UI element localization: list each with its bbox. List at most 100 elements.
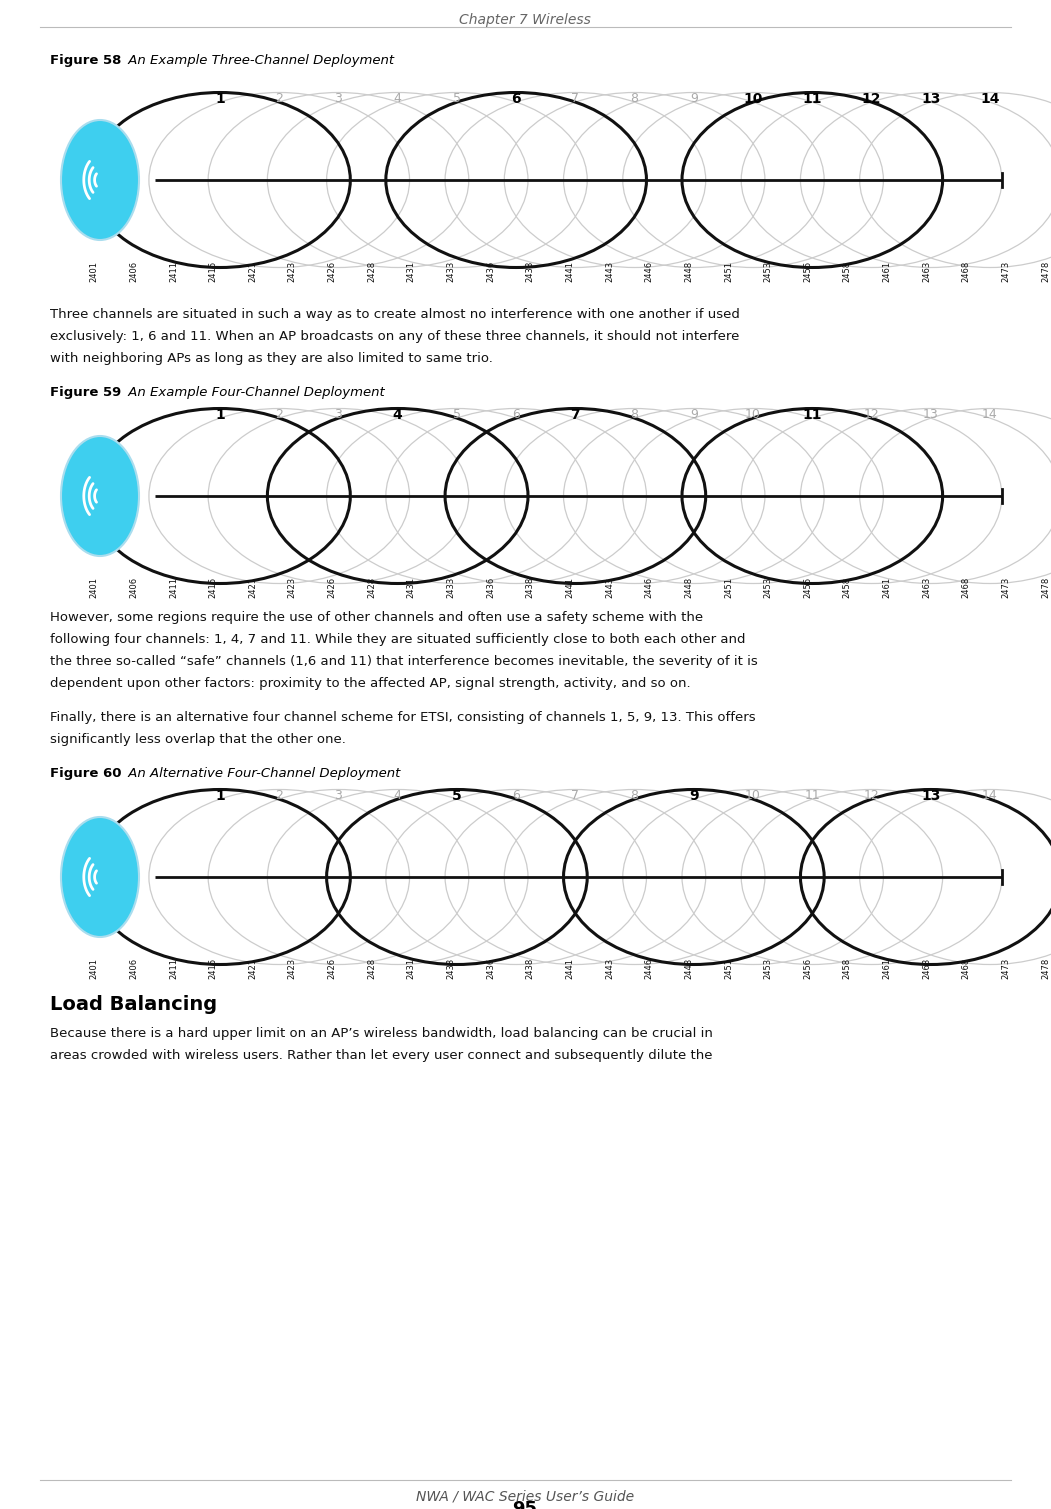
Text: 2: 2 <box>275 92 283 106</box>
Text: 2438: 2438 <box>526 261 535 282</box>
Text: 7: 7 <box>572 92 579 106</box>
Text: Load Balancing: Load Balancing <box>50 994 218 1014</box>
Text: Because there is a hard upper limit on an AP’s wireless bandwidth, load balancin: Because there is a hard upper limit on a… <box>50 1028 713 1040</box>
Text: 1: 1 <box>215 407 225 423</box>
Text: 2406: 2406 <box>129 576 139 598</box>
Text: 2473: 2473 <box>1002 261 1010 282</box>
Text: 2468: 2468 <box>962 576 971 598</box>
Text: 2461: 2461 <box>883 958 891 979</box>
Text: 8: 8 <box>631 407 639 421</box>
Text: 2441: 2441 <box>565 261 574 282</box>
Text: 2433: 2433 <box>447 261 455 282</box>
Text: 95: 95 <box>513 1500 537 1509</box>
Text: 2411: 2411 <box>169 261 178 282</box>
Text: significantly less overlap that the other one.: significantly less overlap that the othe… <box>50 733 346 745</box>
Text: 14: 14 <box>982 407 997 421</box>
Text: 2431: 2431 <box>407 576 416 598</box>
Text: An Example Three-Channel Deployment: An Example Three-Channel Deployment <box>124 54 394 66</box>
Text: dependent upon other factors: proximity to the affected AP, signal strength, act: dependent upon other factors: proximity … <box>50 678 691 690</box>
Text: 6: 6 <box>512 407 520 421</box>
Text: 2478: 2478 <box>1042 261 1050 282</box>
Text: 2463: 2463 <box>922 261 931 282</box>
Text: 2426: 2426 <box>328 958 336 979</box>
Text: 12: 12 <box>864 407 880 421</box>
Text: 2463: 2463 <box>922 576 931 598</box>
Ellipse shape <box>61 121 139 240</box>
Text: 13: 13 <box>923 407 939 421</box>
Text: 2431: 2431 <box>407 261 416 282</box>
Text: 4: 4 <box>393 407 403 423</box>
Text: 2448: 2448 <box>684 576 694 598</box>
Text: 11: 11 <box>803 407 822 423</box>
Text: 2436: 2436 <box>486 261 495 282</box>
Text: 3: 3 <box>334 789 343 801</box>
Text: 7: 7 <box>571 407 580 423</box>
Text: 2453: 2453 <box>764 958 772 979</box>
Text: An Example Four-Channel Deployment: An Example Four-Channel Deployment <box>124 386 385 398</box>
Text: 2463: 2463 <box>922 958 931 979</box>
Text: Chapter 7 Wireless: Chapter 7 Wireless <box>459 14 591 27</box>
Text: 2406: 2406 <box>129 958 139 979</box>
Text: 2453: 2453 <box>764 261 772 282</box>
Text: 2441: 2441 <box>565 958 574 979</box>
Text: 2426: 2426 <box>328 576 336 598</box>
Text: 8: 8 <box>631 789 639 801</box>
Text: 2468: 2468 <box>962 261 971 282</box>
Text: 2421: 2421 <box>248 261 257 282</box>
Text: 2478: 2478 <box>1042 576 1050 598</box>
Text: 4: 4 <box>394 789 401 801</box>
Text: 2456: 2456 <box>803 261 812 282</box>
Text: NWA / WAC Series User’s Guide: NWA / WAC Series User’s Guide <box>416 1489 634 1503</box>
Text: 2446: 2446 <box>644 261 654 282</box>
Text: 2428: 2428 <box>367 958 376 979</box>
Text: 10: 10 <box>743 92 763 106</box>
Text: 2461: 2461 <box>883 576 891 598</box>
Text: 2436: 2436 <box>486 958 495 979</box>
Text: 2438: 2438 <box>526 576 535 598</box>
Text: 3: 3 <box>334 92 343 106</box>
Text: 2411: 2411 <box>169 576 178 598</box>
Text: 2433: 2433 <box>447 958 455 979</box>
Text: 12: 12 <box>864 789 880 801</box>
Text: 2436: 2436 <box>486 576 495 598</box>
Text: 2401: 2401 <box>89 958 99 979</box>
Text: 14: 14 <box>981 92 1000 106</box>
Text: 2446: 2446 <box>644 958 654 979</box>
Text: areas crowded with wireless users. Rather than let every user connect and subseq: areas crowded with wireless users. Rathe… <box>50 1049 713 1062</box>
Text: 2401: 2401 <box>89 576 99 598</box>
Text: 2416: 2416 <box>208 958 218 979</box>
Text: 13: 13 <box>921 789 941 803</box>
Text: exclusively: 1, 6 and 11. When an AP broadcasts on any of these three channels, : exclusively: 1, 6 and 11. When an AP bro… <box>50 330 739 343</box>
Text: 2446: 2446 <box>644 576 654 598</box>
Text: 2468: 2468 <box>962 958 971 979</box>
Text: An Alternative Four-Channel Deployment: An Alternative Four-Channel Deployment <box>124 767 400 780</box>
Text: 2453: 2453 <box>764 576 772 598</box>
Text: 13: 13 <box>921 92 941 106</box>
Text: 5: 5 <box>452 789 461 803</box>
Text: 9: 9 <box>689 92 698 106</box>
Text: 2458: 2458 <box>843 261 851 282</box>
Text: 5: 5 <box>453 92 461 106</box>
Text: 2473: 2473 <box>1002 958 1010 979</box>
Text: Figure 59: Figure 59 <box>50 386 121 398</box>
Text: 2443: 2443 <box>605 576 614 598</box>
Text: 2423: 2423 <box>288 958 296 979</box>
Text: 1: 1 <box>215 789 225 803</box>
Text: 2473: 2473 <box>1002 576 1010 598</box>
Text: 2443: 2443 <box>605 958 614 979</box>
Text: Figure 58: Figure 58 <box>50 54 121 66</box>
Text: 2451: 2451 <box>724 576 733 598</box>
Text: 2423: 2423 <box>288 576 296 598</box>
Text: 2441: 2441 <box>565 576 574 598</box>
Text: 2448: 2448 <box>684 261 694 282</box>
Text: 8: 8 <box>631 92 639 106</box>
Text: Three channels are situated in such a way as to create almost no interference wi: Three channels are situated in such a wa… <box>50 308 740 321</box>
Text: 2421: 2421 <box>248 576 257 598</box>
Text: 12: 12 <box>862 92 882 106</box>
Text: 2433: 2433 <box>447 576 455 598</box>
Text: 2426: 2426 <box>328 261 336 282</box>
Text: 2: 2 <box>275 407 283 421</box>
Text: Figure 60: Figure 60 <box>50 767 122 780</box>
Ellipse shape <box>61 816 139 937</box>
Text: 6: 6 <box>512 92 521 106</box>
